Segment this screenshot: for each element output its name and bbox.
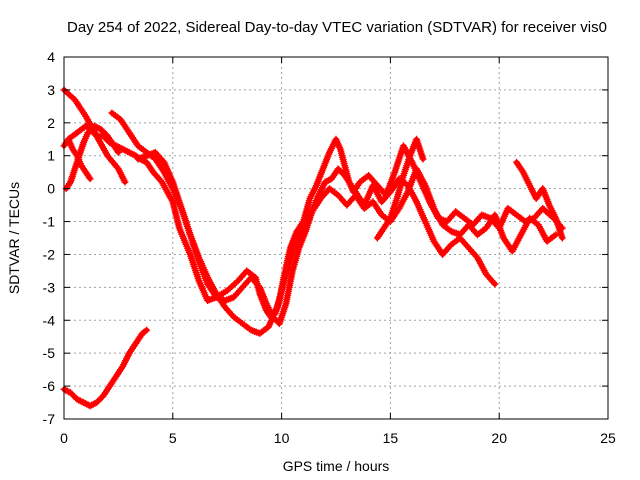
data-point-marker — [323, 177, 331, 185]
x-axis-label: GPS time / hours — [283, 458, 390, 474]
y-tick-label: -1 — [43, 214, 56, 230]
data-point-marker — [159, 157, 167, 165]
y-tick-label: 0 — [47, 181, 55, 197]
data-point-marker — [385, 216, 393, 224]
data-point-marker — [81, 399, 89, 407]
data-markers — [60, 86, 566, 410]
data-point-marker — [72, 150, 80, 158]
y-tick-label: 3 — [47, 82, 55, 98]
data-point-marker — [63, 387, 71, 395]
plot-frame — [63, 56, 609, 420]
y-tick-label: -3 — [43, 279, 56, 295]
data-point-marker — [92, 123, 100, 131]
data-point-marker — [118, 364, 126, 372]
data-point-marker — [491, 280, 499, 288]
data-point-marker — [94, 124, 102, 132]
grid-lines — [64, 57, 608, 419]
data-point-marker — [114, 148, 122, 156]
data-point-marker — [120, 146, 128, 154]
y-tick-label: 1 — [47, 148, 55, 164]
data-point-marker — [117, 144, 125, 152]
data-point-marker — [233, 278, 241, 286]
series-7-markers — [60, 326, 151, 410]
data-point-marker — [141, 327, 149, 335]
y-tick-label: -4 — [43, 312, 56, 328]
data-point-marker — [122, 147, 130, 155]
data-point-marker — [124, 148, 132, 156]
data-point-marker — [62, 386, 70, 394]
data-point-marker — [86, 402, 94, 410]
x-tick-label: 5 — [169, 430, 177, 446]
data-point-marker — [518, 167, 526, 175]
data-point-marker — [127, 149, 135, 157]
data-point-marker — [121, 178, 129, 186]
x-tick-label: 0 — [60, 430, 68, 446]
data-point-marker — [83, 400, 91, 408]
data-point-marker — [125, 148, 133, 156]
series-6-markers — [134, 148, 560, 337]
y-tick-label: -7 — [43, 411, 56, 427]
series-9-markers — [513, 158, 566, 242]
data-point-marker — [86, 175, 94, 183]
x-tick-label: 20 — [491, 430, 507, 446]
x-tick-label: 15 — [383, 430, 399, 446]
data-point-marker — [75, 396, 83, 404]
series-3-markers — [62, 122, 122, 193]
data-point-marker — [143, 326, 151, 334]
data-point-marker — [65, 180, 73, 188]
data-point-marker — [88, 401, 96, 409]
y-tick-label: -2 — [43, 246, 56, 262]
data-point-marker — [89, 400, 97, 408]
series-8-markers — [373, 135, 427, 242]
data-point-marker — [419, 155, 427, 163]
data-point-marker — [119, 145, 127, 153]
data-point-marker — [489, 278, 497, 286]
data-point-marker — [113, 147, 121, 155]
y-tick-label: 4 — [47, 49, 55, 65]
y-tick-label: -5 — [43, 345, 56, 361]
data-point-marker — [91, 131, 99, 139]
x-tick-label: 25 — [600, 430, 616, 446]
data-point-marker — [78, 398, 86, 406]
data-point-marker — [80, 399, 88, 407]
y-tick-label: -6 — [43, 378, 56, 394]
data-point-marker — [129, 150, 137, 158]
data-point-marker — [321, 178, 329, 186]
data-point-marker — [552, 231, 560, 239]
data-point-marker — [113, 163, 121, 171]
x-tick-label: 10 — [274, 430, 290, 446]
chart-title: Day 254 of 2022, Sidereal Day-to-day VTE… — [67, 19, 607, 36]
data-point-marker — [558, 234, 566, 242]
data-point-marker — [73, 395, 81, 403]
y-axis-label: SDTVAR / TECUs — [6, 182, 22, 294]
data-point-marker — [324, 176, 332, 184]
data-point-marker — [85, 173, 93, 181]
data-point-marker — [90, 122, 98, 130]
y-tick-label: 2 — [47, 115, 55, 131]
axis-ticks: 0 5 10 15 20 25 -7 -6 -5 -4 -3 -2 -1 0 1 2 3 4 — [43, 49, 616, 446]
series-4-markers — [64, 135, 94, 183]
data-point-marker — [76, 397, 84, 405]
